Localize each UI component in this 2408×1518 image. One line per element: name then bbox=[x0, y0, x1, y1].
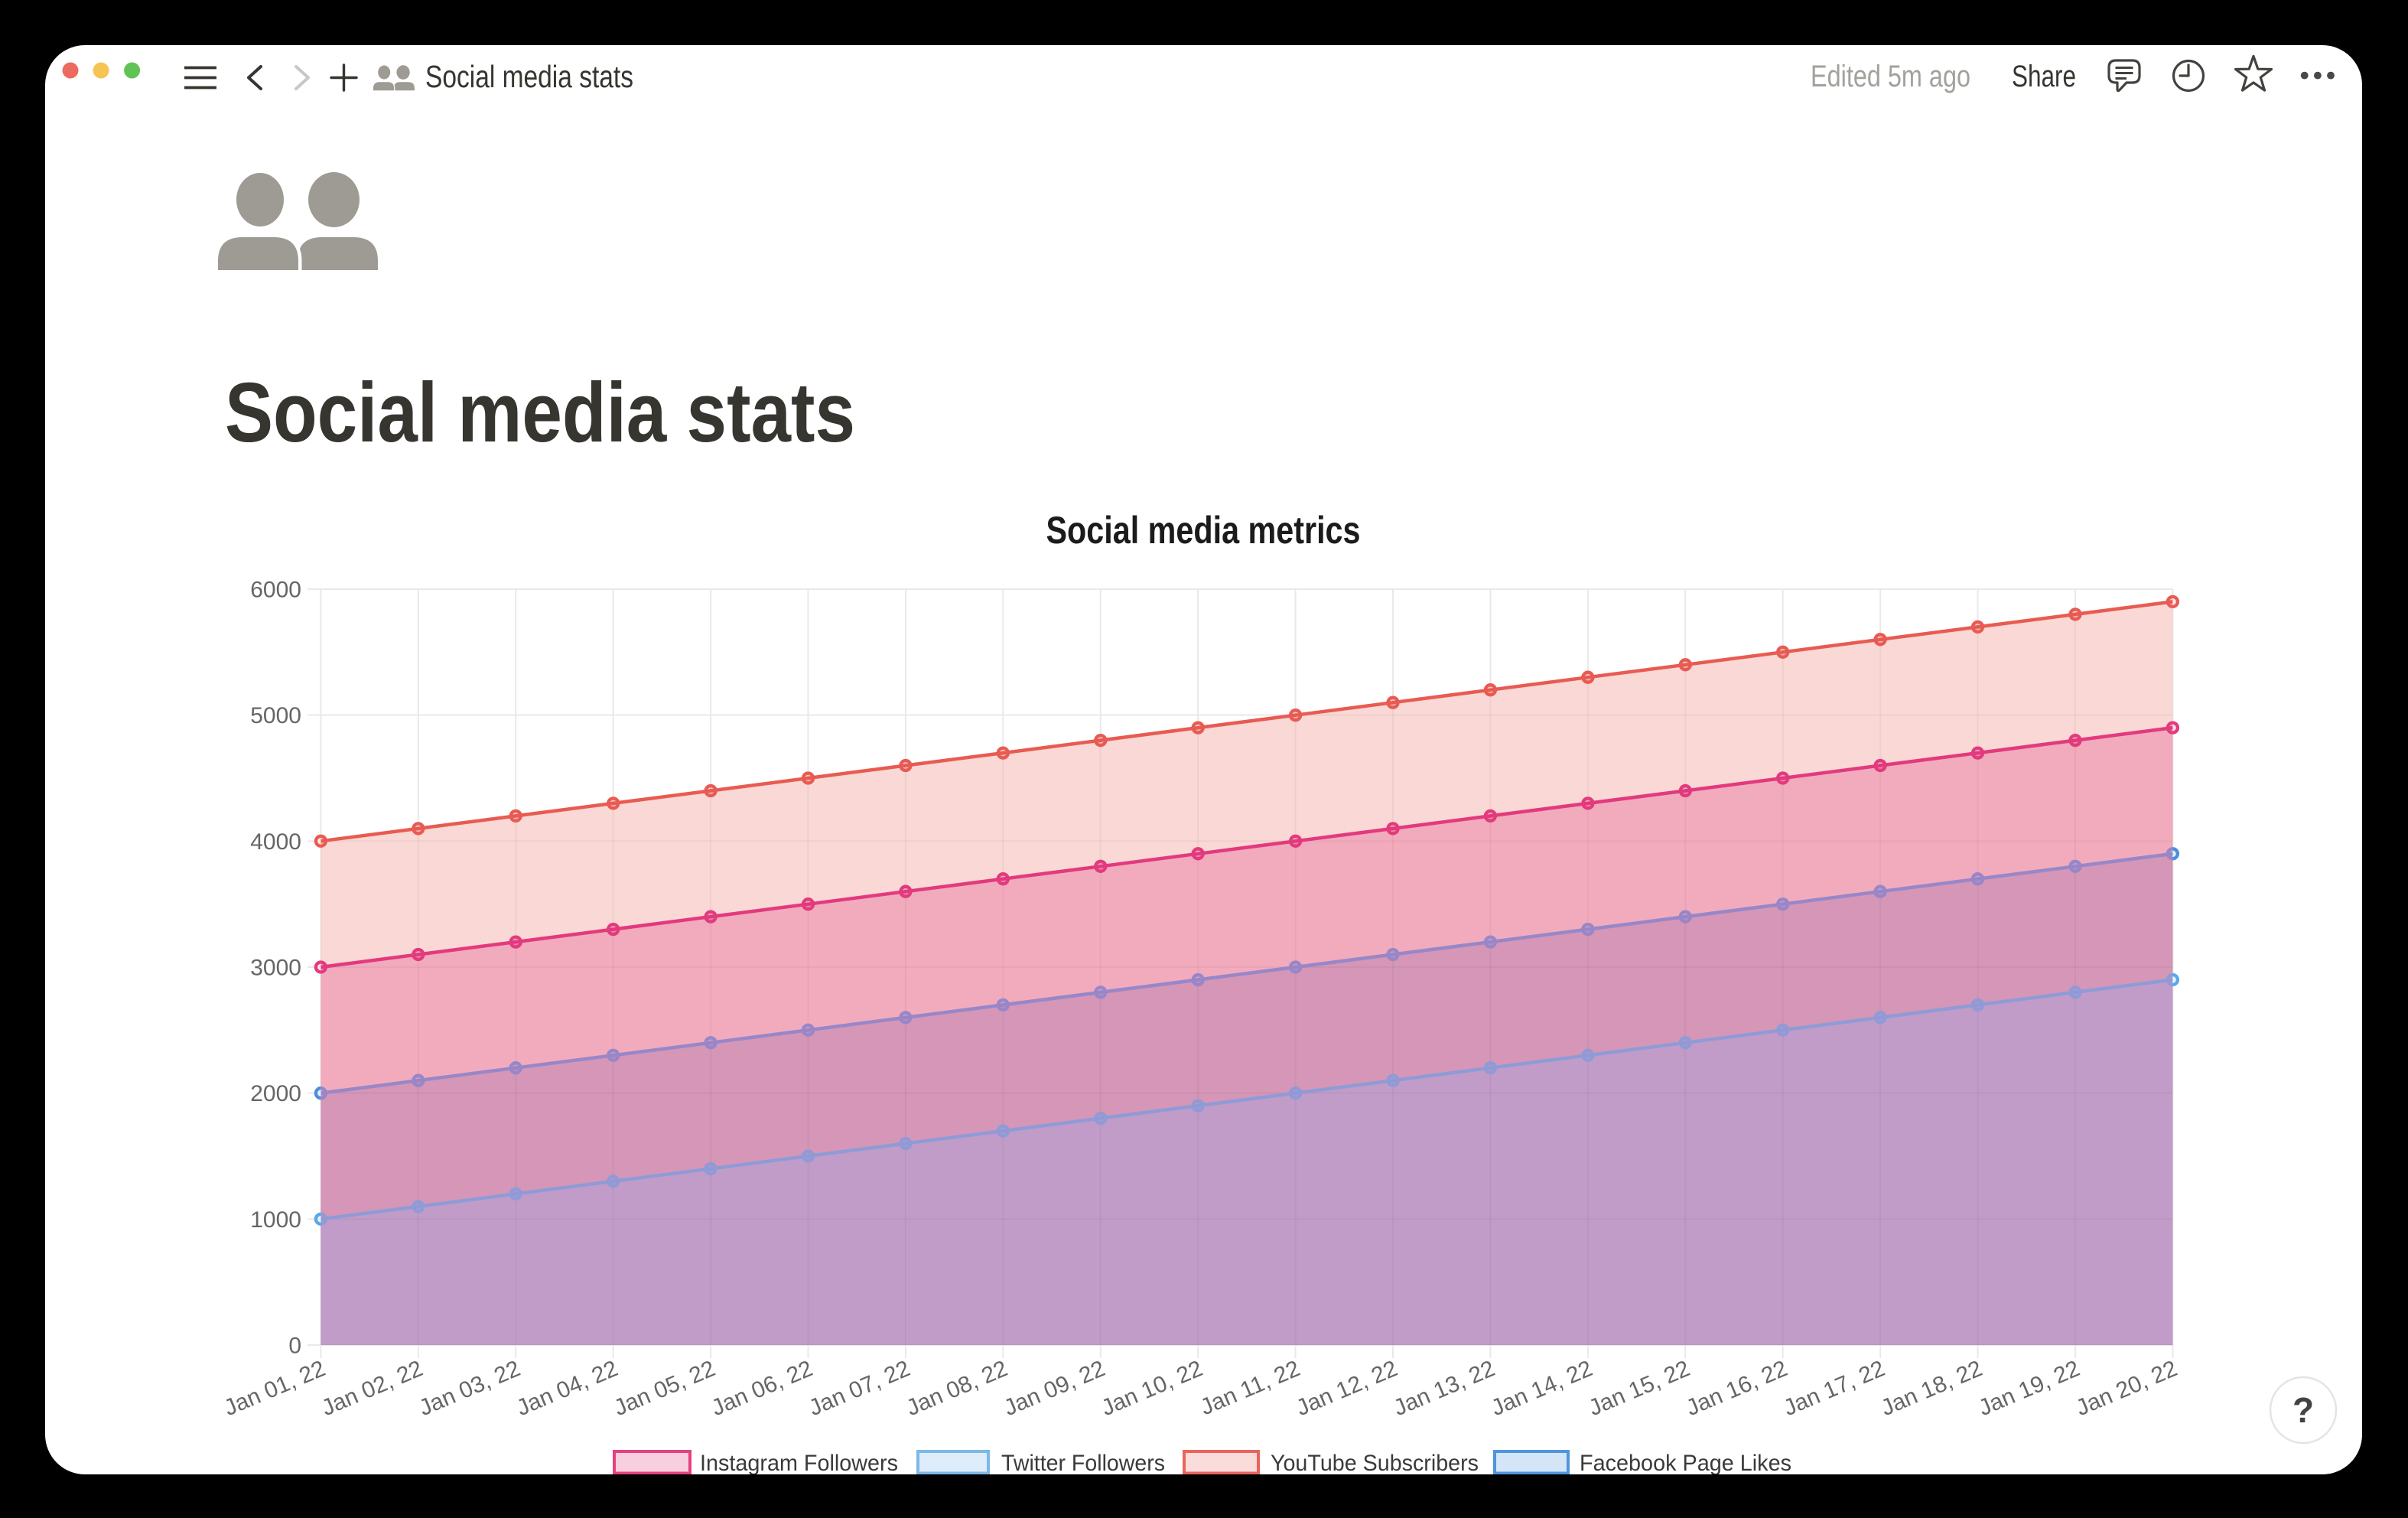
svg-text:4000: 4000 bbox=[250, 829, 301, 855]
svg-text:Jan 11, 22: Jan 11, 22 bbox=[1197, 1356, 1304, 1420]
svg-text:Twitter Followers: Twitter Followers bbox=[1001, 1451, 1165, 1474]
svg-text:0: 0 bbox=[288, 1334, 301, 1359]
svg-text:Jan 06, 22: Jan 06, 22 bbox=[708, 1356, 816, 1421]
svg-text:Instagram Followers: Instagram Followers bbox=[700, 1451, 898, 1474]
svg-text:Edited 5m ago: Edited 5m ago bbox=[1811, 60, 1970, 93]
svg-text:Jan 13, 22: Jan 13, 22 bbox=[1390, 1356, 1498, 1421]
svg-text:Jan 16, 22: Jan 16, 22 bbox=[1683, 1356, 1791, 1421]
svg-text:Jan 19, 22: Jan 19, 22 bbox=[1975, 1356, 2084, 1421]
svg-text:Facebook Page Likes: Facebook Page Likes bbox=[1580, 1451, 1791, 1474]
svg-text:Jan 18, 22: Jan 18, 22 bbox=[1877, 1356, 1986, 1421]
svg-text:2000: 2000 bbox=[250, 1081, 301, 1106]
svg-text:YouTube Subscribers: YouTube Subscribers bbox=[1271, 1451, 1479, 1474]
svg-text:Jan 10, 22: Jan 10, 22 bbox=[1098, 1356, 1206, 1421]
svg-text:Jan 03, 22: Jan 03, 22 bbox=[415, 1356, 524, 1421]
svg-text:Jan 20, 22: Jan 20, 22 bbox=[2072, 1356, 2181, 1421]
svg-text:Jan 05, 22: Jan 05, 22 bbox=[610, 1356, 719, 1421]
svg-text:Jan 07, 22: Jan 07, 22 bbox=[805, 1356, 914, 1421]
svg-text:Social media stats: Social media stats bbox=[425, 59, 633, 94]
svg-text:5000: 5000 bbox=[250, 703, 301, 728]
svg-text:Jan 02, 22: Jan 02, 22 bbox=[318, 1356, 427, 1421]
svg-text:Social media stats: Social media stats bbox=[225, 366, 855, 460]
svg-text:Jan 09, 22: Jan 09, 22 bbox=[1001, 1356, 1109, 1421]
svg-text:Jan 08, 22: Jan 08, 22 bbox=[903, 1356, 1011, 1421]
svg-text:Jan 12, 22: Jan 12, 22 bbox=[1293, 1356, 1401, 1421]
svg-text:1000: 1000 bbox=[250, 1207, 301, 1233]
svg-text:Jan 15, 22: Jan 15, 22 bbox=[1585, 1356, 1694, 1421]
svg-text:Jan 14, 22: Jan 14, 22 bbox=[1488, 1356, 1596, 1421]
svg-text:3000: 3000 bbox=[250, 956, 301, 981]
svg-text:Jan 04, 22: Jan 04, 22 bbox=[513, 1356, 622, 1421]
svg-text:?: ? bbox=[2292, 1390, 2314, 1430]
svg-text:Jan 01, 22: Jan 01, 22 bbox=[220, 1356, 329, 1421]
svg-text:6000: 6000 bbox=[250, 578, 301, 603]
svg-text:Social media metrics: Social media metrics bbox=[1046, 509, 1361, 552]
svg-text:Jan 17, 22: Jan 17, 22 bbox=[1780, 1356, 1889, 1421]
svg-text:Share: Share bbox=[2012, 60, 2076, 93]
